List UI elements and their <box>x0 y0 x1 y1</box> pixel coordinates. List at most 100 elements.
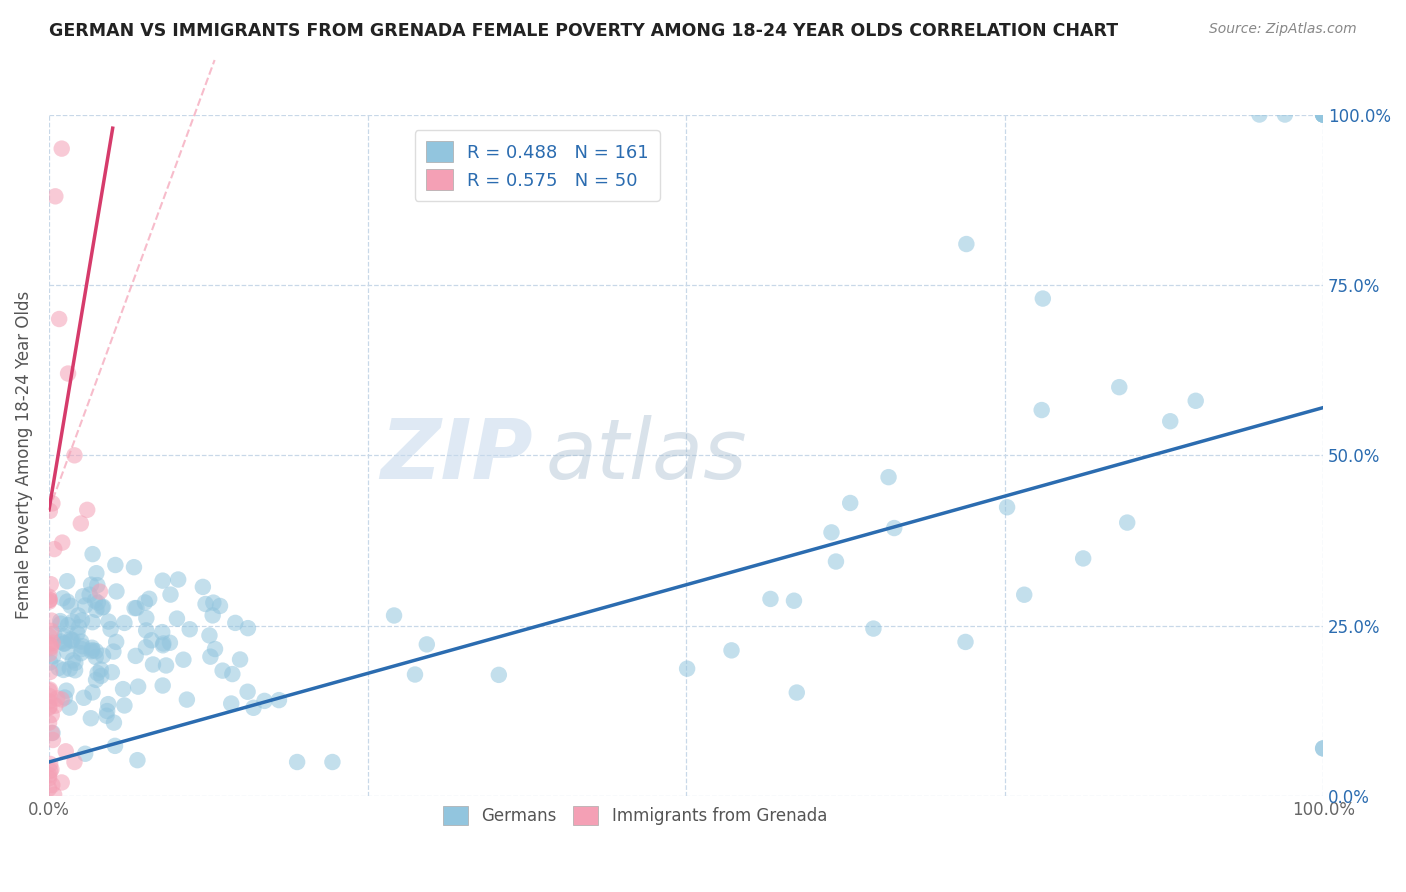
Point <box>135 611 157 625</box>
Point <box>1312 107 1334 121</box>
Point <box>49 616 72 631</box>
Point <box>41 763 63 777</box>
Point <box>63 448 86 462</box>
Point <box>122 560 145 574</box>
Point <box>96 708 118 723</box>
Point <box>191 580 214 594</box>
Point <box>1312 107 1334 121</box>
Point <box>1274 107 1296 121</box>
Point <box>198 628 221 642</box>
Point <box>49 634 72 648</box>
Point <box>87 596 110 610</box>
Text: ZIP: ZIP <box>381 415 533 496</box>
Point <box>141 633 163 648</box>
Point <box>39 640 62 655</box>
Point <box>75 599 97 613</box>
Point <box>41 708 63 723</box>
Point <box>1184 393 1206 408</box>
Point <box>38 700 60 714</box>
Point <box>39 665 62 679</box>
Point <box>955 237 977 252</box>
Point <box>38 630 60 644</box>
Point <box>38 504 60 518</box>
Point <box>70 634 93 648</box>
Text: GERMAN VS IMMIGRANTS FROM GRENADA FEMALE POVERTY AMONG 18-24 YEAR OLDS CORRELATI: GERMAN VS IMMIGRANTS FROM GRENADA FEMALE… <box>49 22 1118 40</box>
Point <box>1312 107 1334 121</box>
Point <box>167 573 190 587</box>
Text: atlas: atlas <box>546 415 748 496</box>
Point <box>44 542 66 557</box>
Point <box>285 755 308 769</box>
Point <box>89 584 111 599</box>
Point <box>127 753 149 767</box>
Point <box>159 636 181 650</box>
Point <box>56 645 79 659</box>
Point <box>267 693 290 707</box>
Point <box>82 643 104 657</box>
Point <box>69 516 91 531</box>
Point <box>1249 107 1271 121</box>
Point <box>38 647 60 661</box>
Point <box>56 574 79 589</box>
Point <box>86 603 108 617</box>
Point <box>152 636 174 650</box>
Point <box>38 637 60 651</box>
Point <box>202 596 225 610</box>
Point <box>38 700 60 714</box>
Point <box>86 666 108 681</box>
Point <box>53 690 76 705</box>
Point <box>82 615 104 630</box>
Point <box>135 624 157 638</box>
Point <box>38 768 60 782</box>
Point <box>38 593 60 607</box>
Point <box>39 756 62 771</box>
Point <box>79 588 101 602</box>
Point <box>134 595 156 609</box>
Point <box>67 620 90 634</box>
Point <box>90 663 112 677</box>
Point <box>382 608 405 623</box>
Point <box>236 621 259 635</box>
Legend: Germans, Immigrants from Grenada: Germans, Immigrants from Grenada <box>436 799 834 832</box>
Point <box>84 644 107 658</box>
Point <box>44 626 66 640</box>
Point <box>52 591 75 606</box>
Point <box>1108 380 1130 394</box>
Point <box>142 657 165 672</box>
Point <box>63 755 86 769</box>
Point <box>38 594 60 608</box>
Point <box>38 694 60 708</box>
Point <box>820 525 842 540</box>
Point <box>62 615 84 629</box>
Point <box>39 656 62 670</box>
Point <box>39 577 62 591</box>
Point <box>91 648 114 663</box>
Point <box>1116 516 1139 530</box>
Point <box>52 636 75 650</box>
Text: Source: ZipAtlas.com: Source: ZipAtlas.com <box>1209 22 1357 37</box>
Point <box>200 649 222 664</box>
Point <box>676 662 699 676</box>
Point <box>1312 741 1334 756</box>
Point <box>1031 403 1053 417</box>
Point <box>159 588 181 602</box>
Point <box>84 673 107 687</box>
Point <box>41 726 63 740</box>
Point <box>38 715 60 730</box>
Point <box>166 612 188 626</box>
Point <box>73 690 96 705</box>
Point <box>101 665 124 680</box>
Point <box>48 661 70 675</box>
Point <box>103 715 125 730</box>
Point <box>1312 107 1334 121</box>
Point <box>201 608 224 623</box>
Point <box>70 646 93 660</box>
Point <box>44 698 66 713</box>
Point <box>124 601 146 615</box>
Point <box>125 601 148 615</box>
Point <box>236 685 259 699</box>
Point <box>59 700 82 714</box>
Point <box>105 635 128 649</box>
Point <box>229 652 252 666</box>
Point <box>204 642 226 657</box>
